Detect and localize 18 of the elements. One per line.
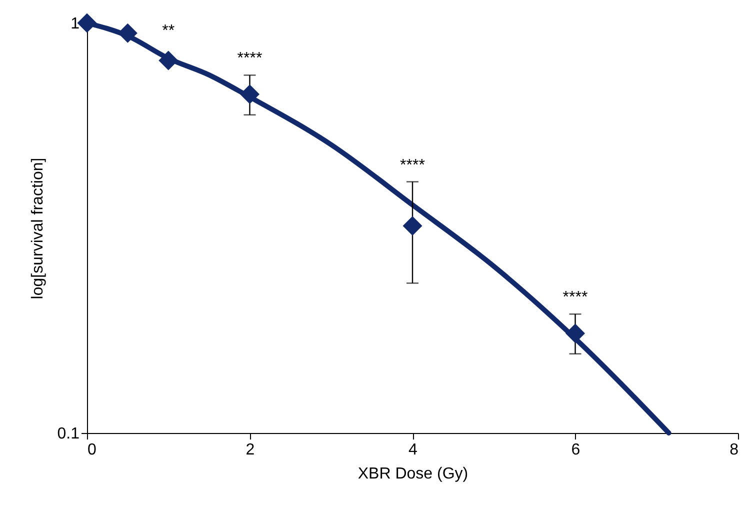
point [77, 13, 97, 33]
annotation: **** [400, 156, 425, 174]
x-tick-label: 6 [571, 442, 580, 458]
x-tick-label: 8 [730, 442, 739, 458]
y-tick-label: 0.1 [57, 426, 80, 442]
x-axis-title: XBR Dose (Gy) [358, 466, 468, 482]
point [240, 84, 260, 104]
y-axis-title: log[survival fraction] [29, 158, 46, 300]
x-tick-label: 0 [88, 442, 96, 458]
x-tick-label: 2 [246, 442, 255, 458]
point [158, 50, 178, 70]
point [566, 324, 585, 344]
x-tick-label: 4 [408, 442, 418, 458]
annotation: **** [237, 50, 262, 68]
y-tick-label: 1 [70, 16, 80, 32]
annotation: **** [562, 289, 588, 306]
point [402, 216, 422, 236]
annotation: ** [162, 22, 175, 40]
